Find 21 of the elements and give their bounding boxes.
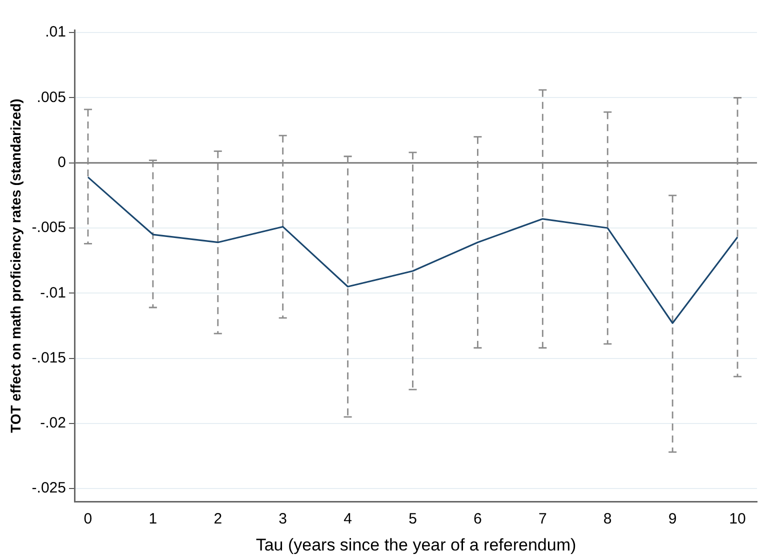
y-tick-label: -.02: [40, 414, 66, 432]
y-tick-label: -.01: [40, 284, 66, 302]
y-tick-label: 0: [58, 154, 66, 172]
x-tick-label: 8: [603, 510, 612, 528]
y-tick-label: -.025: [32, 480, 66, 497]
x-tick-label: 5: [408, 510, 417, 528]
x-axis-title: Tau (years since the year of a referendum): [256, 535, 576, 554]
x-tick-label: 6: [474, 510, 482, 528]
y-tick-label: .005: [36, 88, 66, 106]
y-axis-title: TOT effect on math proficiency rates (standarized): [7, 98, 24, 433]
x-tick-label: 3: [278, 510, 288, 528]
x-tick-label: 2: [214, 510, 222, 528]
x-tick-label: 7: [538, 510, 547, 528]
x-tick-label: 4: [344, 510, 352, 528]
x-tick-label: 0: [84, 510, 92, 528]
x-tick-label: 10: [729, 510, 746, 528]
x-tick-label: 9: [668, 510, 677, 528]
x-tick-label: 1: [148, 510, 158, 528]
y-tick-label: -.015: [32, 349, 66, 366]
y-tick-label: .01: [45, 24, 66, 41]
y-tick-label: -.005: [32, 219, 66, 236]
